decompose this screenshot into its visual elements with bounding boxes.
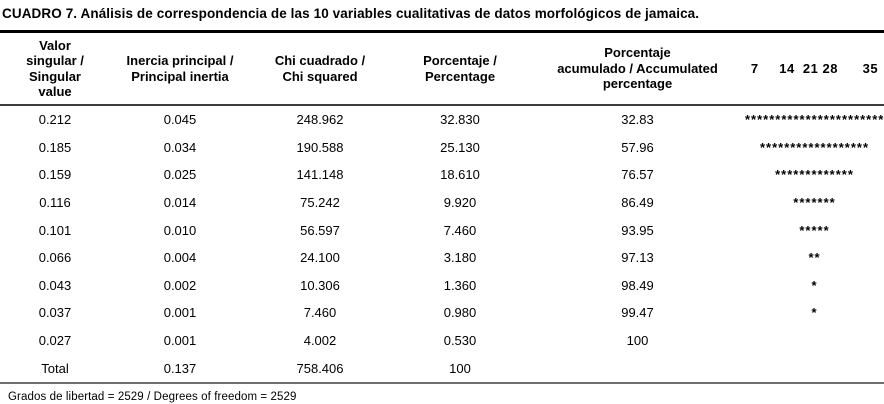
cell-chi: 56.597 <box>300 222 340 238</box>
cell-percentage: 18.610 <box>440 167 480 183</box>
cell-singular: 0.037 <box>38 305 72 321</box>
table-row: 0.116 0.014 75.242 9.920 86.49 ******* <box>0 189 884 217</box>
table-row: 0.027 0.001 4.002 0.530 100 <box>0 327 884 355</box>
cell-chi: 75.242 <box>300 195 340 211</box>
table-row: 0.185 0.034 190.588 25.130 57.96 *******… <box>0 134 884 162</box>
column-header-accumulated-percentage: Porcentaje acumulado / Accumulated perce… <box>530 30 745 106</box>
cell-chi: 141.148 <box>296 167 344 183</box>
star-bar: ****************** <box>759 139 870 155</box>
star-bar: ************* <box>775 167 854 183</box>
column-header-percentage: Porcentaje / Percentage <box>390 30 530 106</box>
table-row: 0.043 0.002 10.306 1.360 98.49 * <box>0 272 884 300</box>
cell-inertia: 0.001 <box>163 333 197 349</box>
star-bar: ******* <box>793 195 836 211</box>
cell-percentage: 32.830 <box>440 112 480 128</box>
cell-accumulated: 99.47 <box>621 305 654 321</box>
column-header-star-scale: 7 14 21 28 35 <box>745 30 884 106</box>
column-header-chi-squared: Chi cuadrado / Chi squared <box>250 30 390 106</box>
cell-accumulated: 86.49 <box>621 195 654 211</box>
cell-percentage: 25.130 <box>440 139 480 155</box>
cell-singular: 0.066 <box>38 250 72 266</box>
star-bar: ***** <box>799 222 830 238</box>
cell-percentage: 0.530 <box>443 333 477 349</box>
cell-accumulated: 100 <box>626 333 649 349</box>
table-row: 0.037 0.001 7.460 0.980 99.47 * <box>0 299 884 327</box>
table-row: 0.212 0.045 248.962 32.830 32.83 *******… <box>0 105 884 134</box>
cell-accumulated: 98.49 <box>621 277 654 293</box>
cell-chi: 248.962 <box>296 112 344 128</box>
cell-singular: 0.185 <box>38 139 72 155</box>
cell-accumulated <box>530 354 745 384</box>
cell-accumulated: 93.95 <box>621 222 654 238</box>
cell-accumulated: 76.57 <box>621 167 654 183</box>
column-header-singular-value: Valor singular / Singular value <box>0 30 110 106</box>
cell-chi: 190.588 <box>296 139 344 155</box>
cell-singular: 0.212 <box>38 112 72 128</box>
cell-accumulated: 32.83 <box>621 112 654 128</box>
cell-percentage: 3.180 <box>443 250 477 266</box>
cell-accumulated: 97.13 <box>621 250 654 266</box>
degrees-of-freedom-note: Grados de libertad = 2529 / Degrees of f… <box>8 390 297 403</box>
cell-percentage: 9.920 <box>443 195 477 211</box>
cell-inertia: 0.014 <box>163 195 197 211</box>
cell-percentage: 100 <box>390 354 530 384</box>
star-bar <box>745 327 884 355</box>
cell-singular: 0.027 <box>38 333 72 349</box>
cell-singular: 0.159 <box>38 167 72 183</box>
header-row: Valor singular / Singular value Inercia … <box>0 30 884 106</box>
cell-chi: 24.100 <box>300 250 340 266</box>
cell-chi: 4.002 <box>303 333 337 349</box>
cell-singular: Total <box>0 354 110 384</box>
cell-inertia: 0.010 <box>163 222 197 238</box>
table-caption: CUADRO 7. Análisis de correspondencia de… <box>2 6 700 21</box>
table-row: 0.159 0.025 141.148 18.610 76.57 *******… <box>0 161 884 189</box>
cell-singular: 0.116 <box>39 195 71 211</box>
star-bar: *********************** <box>745 112 884 128</box>
cell-inertia: 0.004 <box>163 250 197 266</box>
cell-inertia: 0.025 <box>163 167 197 183</box>
cell-accumulated: 57.96 <box>621 139 654 155</box>
cell-percentage: 1.360 <box>443 277 477 293</box>
cell-chi: 10.306 <box>300 277 340 293</box>
table-row: 0.066 0.004 24.100 3.180 97.13 ** <box>0 244 884 272</box>
star-bar <box>745 354 884 384</box>
cell-singular: 0.101 <box>38 222 72 238</box>
table-row-total: Total 0.137 758.406 100 <box>0 354 884 384</box>
star-bar: * <box>811 305 818 321</box>
cell-percentage: 7.460 <box>443 222 477 238</box>
correspondence-analysis-table: Valor singular / Singular value Inercia … <box>0 30 884 384</box>
star-bar: ** <box>808 250 821 266</box>
cell-percentage: 0.980 <box>443 305 477 321</box>
column-header-principal-inertia: Inercia principal / Principal inertia <box>110 30 250 106</box>
cell-inertia: 0.002 <box>163 277 197 293</box>
cell-inertia: 0.045 <box>163 112 197 128</box>
cell-chi: 7.460 <box>303 305 337 321</box>
cell-inertia: 0.001 <box>163 305 197 321</box>
cell-singular: 0.043 <box>38 277 72 293</box>
table-row: 0.101 0.010 56.597 7.460 93.95 ***** <box>0 216 884 244</box>
star-bar: * <box>811 277 818 293</box>
cell-inertia: 0.137 <box>110 354 250 384</box>
cell-chi: 758.406 <box>250 354 390 384</box>
cell-inertia: 0.034 <box>163 139 197 155</box>
